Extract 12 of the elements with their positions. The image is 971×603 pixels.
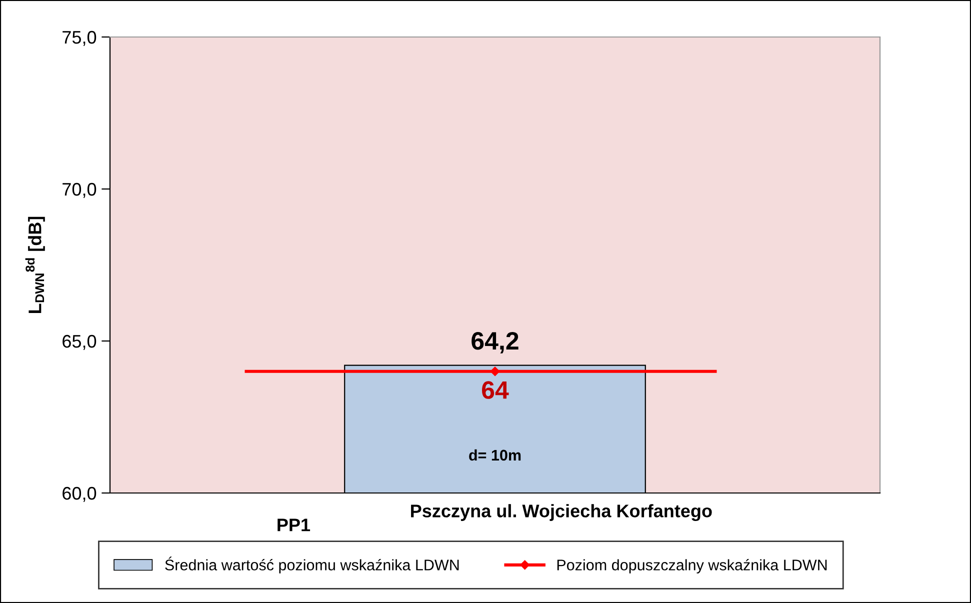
y-tick-label: 60,0 bbox=[62, 486, 96, 502]
y-tick-label: 70,0 bbox=[62, 182, 96, 198]
y-tick-label: 75,0 bbox=[62, 30, 96, 46]
x-tick-label: Pszczyna ul. Wojciecha Korfantego bbox=[411, 504, 712, 522]
y-axis-title: L$_{DWN}$$^{8d}$ [dB] bbox=[25, 216, 45, 313]
data-label: 64 bbox=[482, 381, 509, 399]
legend-label: Średnia wartość poziomu wskaźnika LDWN bbox=[165, 556, 459, 574]
legend-label: Poziom dopuszczalny wskaźnika LDWN bbox=[557, 559, 827, 574]
y-tick-label: 65,0 bbox=[62, 334, 96, 350]
annotation: d= 10m bbox=[469, 449, 521, 461]
text: PP1 bbox=[278, 518, 310, 532]
data-label: 64,2 bbox=[472, 332, 518, 354]
